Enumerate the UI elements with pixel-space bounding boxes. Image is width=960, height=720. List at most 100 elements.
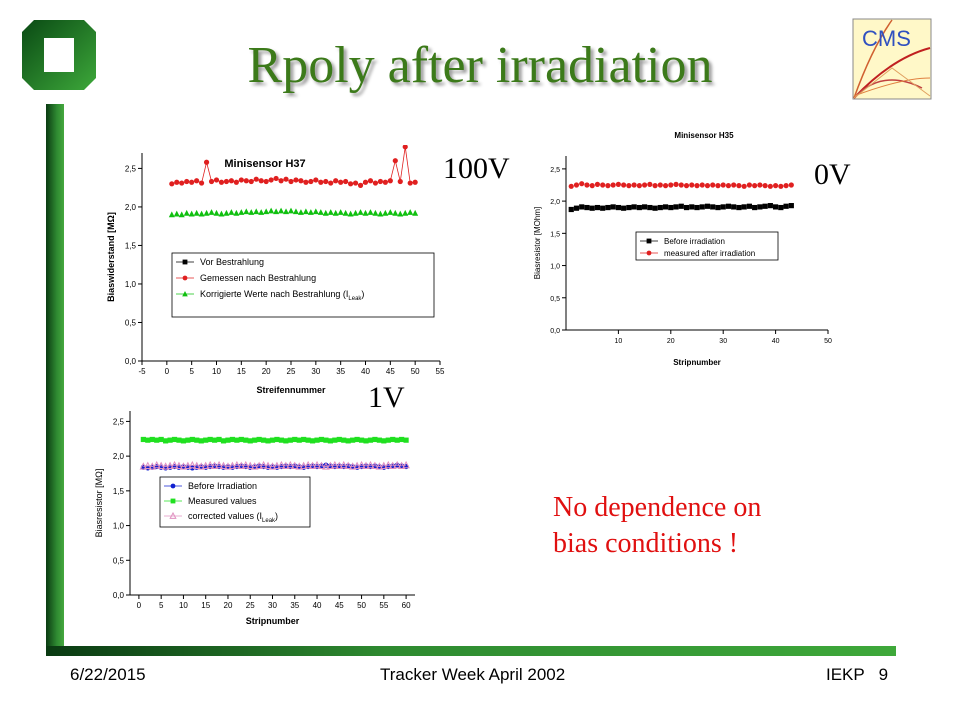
data-point	[178, 211, 185, 218]
data-point	[293, 177, 299, 183]
y-tick-label: 2,5	[113, 417, 125, 426]
data-point	[345, 438, 351, 444]
x-tick-label: 50	[824, 338, 832, 345]
data-point	[278, 207, 285, 214]
x-tick-label: 20	[262, 367, 271, 376]
y-axis-label: Biaswiderstand [MΩ]	[106, 212, 116, 302]
data-point	[273, 208, 280, 215]
x-tick-label: 30	[311, 367, 320, 376]
data-point	[179, 180, 185, 186]
data-point	[631, 204, 637, 210]
data-point	[238, 209, 245, 215]
data-point	[252, 437, 258, 443]
x-tick-label: 40	[361, 367, 370, 376]
data-point	[621, 182, 627, 188]
series-1	[140, 436, 409, 444]
data-point	[631, 182, 637, 188]
data-point	[238, 177, 244, 183]
x-tick-label: 35	[290, 601, 299, 610]
legend-entry-text: Korrigierte Werte nach Bestrahlung (I	[200, 289, 348, 299]
data-point	[208, 209, 215, 215]
data-point	[652, 183, 658, 189]
legend-entry-text: measured after irradiation	[664, 249, 755, 258]
data-point	[145, 437, 151, 443]
data-point	[399, 436, 405, 443]
data-point	[199, 180, 205, 186]
legend-marker	[170, 483, 176, 489]
data-point	[731, 204, 737, 210]
data-point	[268, 177, 274, 183]
data-point	[201, 461, 210, 469]
data-point	[678, 182, 684, 188]
data-point	[668, 182, 674, 188]
legend-entry: Before irradiation	[664, 237, 725, 246]
data-point	[757, 204, 763, 210]
legend-entry-sub: Leak	[348, 296, 362, 302]
data-point	[228, 209, 235, 215]
data-point	[228, 178, 234, 184]
series-0	[568, 203, 794, 213]
data-point	[752, 204, 758, 211]
x-tick-label: 10	[615, 338, 623, 345]
data-point	[657, 204, 663, 211]
data-point	[223, 178, 230, 185]
data-point	[255, 461, 263, 469]
data-point	[647, 181, 653, 187]
data-point	[322, 209, 329, 216]
data-point	[265, 438, 271, 444]
y-tick-label: 2,0	[550, 199, 560, 206]
data-point	[358, 437, 365, 443]
x-tick-label: 15	[201, 601, 210, 610]
data-point	[589, 183, 595, 189]
data-point	[357, 182, 364, 188]
x-tick-label: 50	[357, 601, 366, 610]
data-point	[268, 207, 275, 214]
legend-entry: Gemessen nach Bestrahlung	[200, 273, 316, 283]
data-point	[372, 209, 379, 216]
data-point	[253, 208, 260, 215]
data-point	[407, 209, 414, 215]
x-tick-label: 25	[246, 601, 255, 610]
data-point	[377, 210, 384, 217]
data-point	[298, 178, 304, 184]
data-point	[673, 181, 679, 187]
x-tick-label: 30	[719, 338, 727, 345]
data-point	[352, 180, 359, 186]
x-tick-label: 35	[336, 367, 345, 376]
data-point	[253, 176, 259, 182]
data-point	[397, 178, 403, 185]
data-point	[313, 460, 321, 469]
legend-entry: Korrigierte Werte nach Bestrahlung (ILea…	[200, 289, 364, 302]
x-tick-label: 45	[386, 367, 395, 376]
data-point	[367, 209, 374, 215]
data-point	[699, 182, 705, 188]
data-point	[258, 209, 265, 215]
data-point	[198, 438, 204, 444]
data-point	[390, 436, 396, 443]
data-point	[668, 204, 674, 211]
data-point	[402, 460, 410, 469]
x-tick-label: 60	[402, 601, 411, 610]
footer-page: IEKP 9	[826, 665, 889, 684]
data-point	[605, 183, 611, 189]
data-point	[233, 209, 240, 216]
data-point	[788, 182, 794, 188]
data-point	[152, 460, 161, 469]
data-point	[402, 145, 408, 150]
data-point	[720, 182, 726, 188]
data-point	[333, 178, 339, 184]
data-point	[323, 437, 329, 443]
data-point	[308, 461, 317, 469]
data-point	[341, 437, 347, 443]
x-tick-label: 55	[379, 601, 388, 610]
data-point	[412, 179, 418, 185]
data-point	[610, 182, 616, 188]
data-point	[402, 209, 409, 216]
data-point	[783, 203, 789, 209]
voltage-label-100v: 100V	[443, 152, 510, 185]
data-point	[287, 437, 293, 443]
x-tick-label: 25	[287, 367, 296, 376]
data-point	[636, 183, 642, 189]
data-point	[179, 462, 188, 470]
data-point	[176, 437, 182, 443]
